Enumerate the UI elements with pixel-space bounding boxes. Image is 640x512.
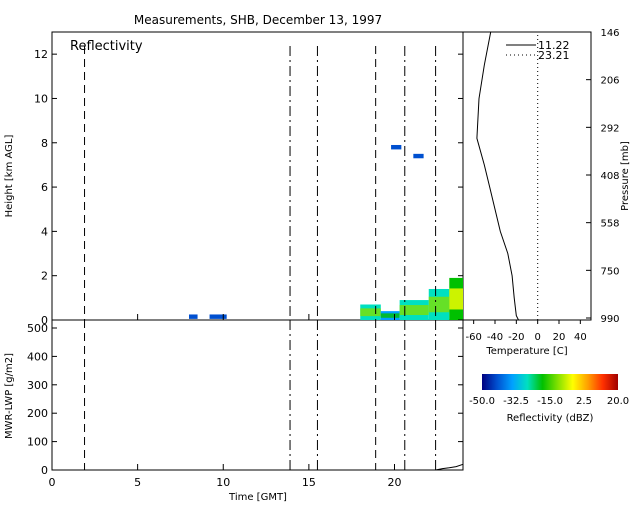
colorbar-tick-label: -50.0 bbox=[469, 396, 495, 407]
pressure-tick-label: 990 bbox=[600, 314, 619, 325]
height-tick-label: 10 bbox=[34, 92, 48, 105]
lwp-tick-label: 500 bbox=[27, 322, 48, 335]
colorbar-gradient bbox=[482, 374, 618, 390]
colorbar: Reflectivity (dBZ) bbox=[482, 374, 618, 424]
height-tick-label: 0 bbox=[41, 314, 48, 327]
pressure-tick-label: 206 bbox=[600, 76, 619, 87]
time-tick-label: 0 bbox=[49, 476, 56, 489]
temperature-axis-label: Temperature [C] bbox=[485, 346, 567, 357]
echo-patch-core bbox=[449, 288, 463, 310]
sounding-profile-1122 bbox=[476, 31, 519, 321]
lwp-tick-label: 0 bbox=[41, 464, 48, 477]
echo-patch-core bbox=[380, 313, 400, 318]
pressure-tick-label: 558 bbox=[600, 219, 619, 230]
time-axis-label: Time [GMT] bbox=[228, 492, 287, 503]
lwp-tick-label: 400 bbox=[27, 350, 48, 363]
lwp-tick-label: 100 bbox=[27, 436, 48, 449]
temperature-tick-label: 20 bbox=[553, 332, 566, 343]
height-tick-label: 8 bbox=[41, 137, 48, 150]
colorbar-label: Reflectivity (dBZ) bbox=[507, 413, 594, 424]
legend-entry-2321: 23.21 bbox=[538, 49, 570, 62]
height-tick-label: 12 bbox=[34, 48, 48, 61]
temperature-tick-label: -60 bbox=[465, 332, 481, 343]
height-axis-label: Height [km AGL] bbox=[4, 135, 15, 218]
lwp-axis-label: MWR-LWP [g/m2] bbox=[4, 353, 15, 439]
echo-patch bbox=[391, 144, 402, 150]
pressure-tick-label: 408 bbox=[600, 171, 619, 182]
pressure-axis-label: Pressure [mb] bbox=[620, 141, 631, 211]
echo-patch bbox=[413, 153, 424, 159]
reflectivity-panel-frame bbox=[51, 31, 464, 321]
time-tick-label: 15 bbox=[302, 476, 316, 489]
pressure-tick-label: 146 bbox=[600, 28, 619, 39]
height-tick-label: 2 bbox=[41, 270, 48, 283]
time-tick-label: 20 bbox=[388, 476, 402, 489]
colorbar-tick-label: -32.5 bbox=[503, 396, 529, 407]
echo-patch-core bbox=[360, 308, 381, 317]
echo-patch bbox=[189, 314, 198, 319]
pressure-tick-label: 292 bbox=[600, 123, 619, 134]
height-tick-label: 4 bbox=[41, 225, 48, 238]
sounding-panel-frame bbox=[462, 31, 592, 321]
pressure-tick-label: 750 bbox=[600, 266, 619, 277]
time-tick-label: 5 bbox=[134, 476, 141, 489]
temperature-tick-label: 0 bbox=[534, 332, 540, 343]
lwp-panel-frame bbox=[51, 319, 464, 471]
time-tick-label: 10 bbox=[216, 476, 230, 489]
height-tick-label: 6 bbox=[41, 181, 48, 194]
colorbar-tick-label: 20.0 bbox=[607, 396, 629, 407]
lwp-tick-label: 300 bbox=[27, 379, 48, 392]
legend-entry-1122: 11.22 bbox=[538, 39, 570, 52]
temperature-tick-label: 40 bbox=[574, 332, 587, 343]
chart-title: Measurements, SHB, December 13, 1997 bbox=[134, 13, 382, 27]
echo-patch-core bbox=[428, 296, 450, 313]
temperature-tick-label: -40 bbox=[487, 332, 503, 343]
reflectivity-label: Reflectivity bbox=[70, 39, 143, 54]
lwp-tick-label: 200 bbox=[27, 407, 48, 420]
lwp-series bbox=[435, 463, 464, 471]
temperature-tick-label: -20 bbox=[508, 332, 524, 343]
colorbar-tick-label: -15.0 bbox=[537, 396, 563, 407]
sounding-legend: 11.22 23.21 bbox=[506, 39, 570, 62]
echo-patch bbox=[209, 314, 227, 319]
echo-patch-core bbox=[399, 305, 429, 316]
colorbar-tick-label: 2.5 bbox=[576, 396, 592, 407]
